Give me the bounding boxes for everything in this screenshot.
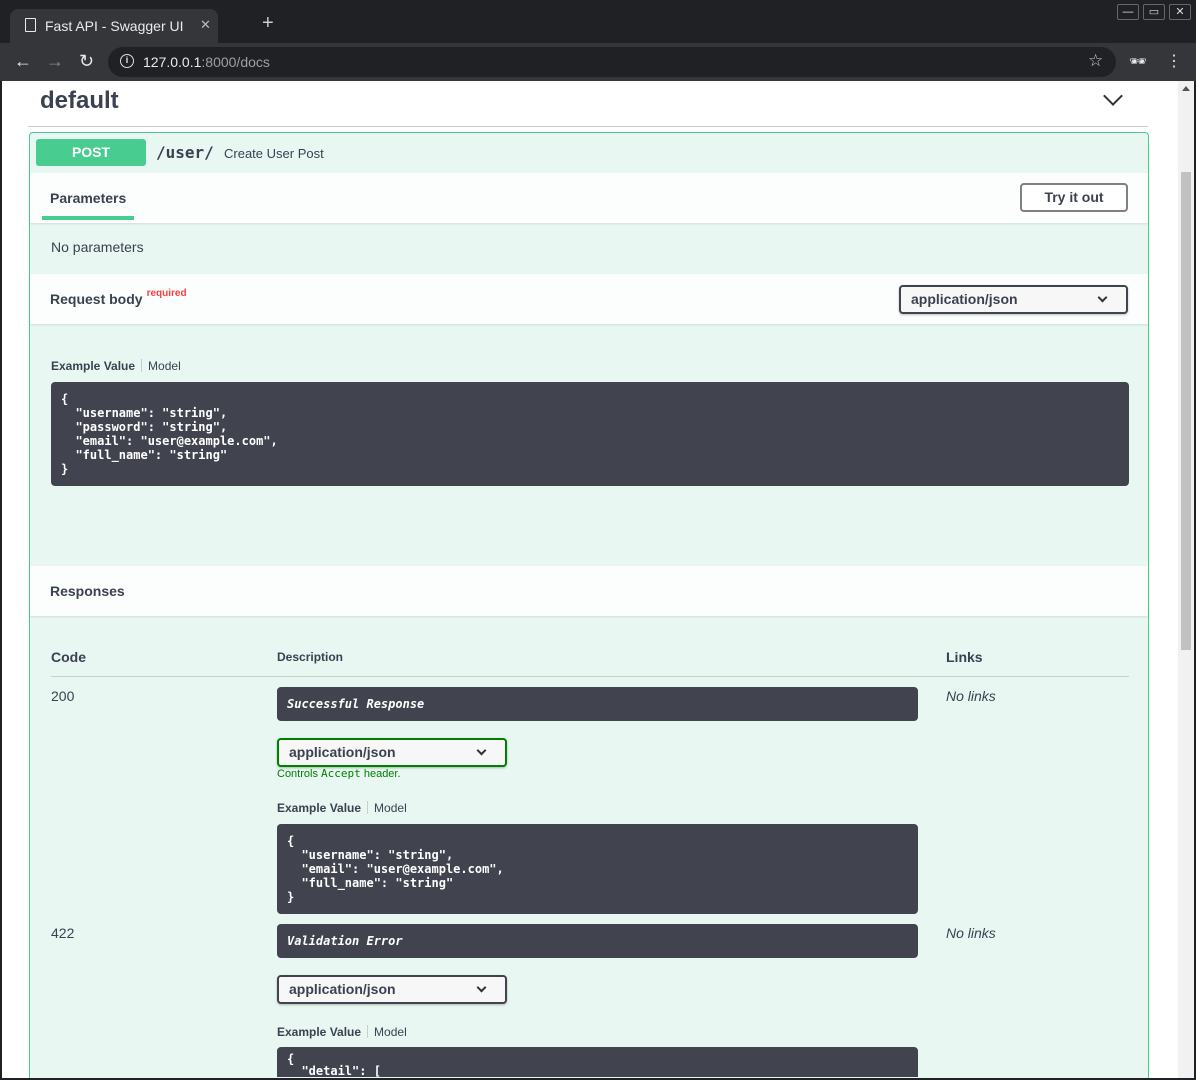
scrollbar[interactable] <box>1178 81 1194 1078</box>
model-tab[interactable]: Model <box>148 359 181 373</box>
response-content-type-select[interactable]: application/json <box>277 738 507 767</box>
scroll-up-icon[interactable] <box>1182 86 1190 91</box>
responses-title: Responses <box>50 583 125 599</box>
new-tab-icon[interactable]: + <box>262 12 274 34</box>
chevron-down-icon <box>476 982 487 993</box>
example-value-tab[interactable]: Example Value <box>277 1025 362 1039</box>
chevron-down-icon <box>476 745 487 756</box>
request-example-code: { "username": "string", "password": "str… <box>51 382 1129 486</box>
url-host: 127.0.0.1 <box>143 54 202 70</box>
back-icon[interactable]: ← <box>14 51 32 71</box>
document-icon <box>25 18 36 32</box>
browser-tab[interactable]: Fast API - Swagger UI ✕ <box>10 9 218 43</box>
select-value: application/json <box>289 981 396 997</box>
request-body-header: Request body required application/json <box>30 274 1148 324</box>
example-model-tabs: Example Value Model <box>277 801 407 815</box>
operation-path[interactable]: /user/ <box>156 143 214 162</box>
tab-parameters-label: Parameters <box>50 190 127 206</box>
maximize-icon[interactable]: ▭ <box>1143 4 1165 20</box>
operation-block: POST /user/ Create User Post Parameters … <box>29 132 1149 1078</box>
browser-toolbar: ← → ↻ i 127.0.0.1:8000/docs ☆ 🕶 ⋮ <box>0 43 1196 81</box>
operation-summary[interactable]: Create User Post <box>224 146 324 161</box>
section-title[interactable]: default <box>40 87 119 114</box>
method-badge[interactable]: POST <box>36 139 146 166</box>
minimize-icon[interactable]: — <box>1117 4 1139 20</box>
model-tab[interactable]: Model <box>374 1025 407 1039</box>
menu-icon[interactable]: ⋮ <box>1166 53 1182 70</box>
url-path: :8000/docs <box>201 54 270 70</box>
model-tab[interactable]: Model <box>374 801 407 815</box>
example-value-tab[interactable]: Example Value <box>51 359 136 373</box>
select-value: application/json <box>911 291 1018 307</box>
response-example-code: { "username": "string", "email": "user@e… <box>277 824 918 914</box>
incognito-icon[interactable]: 🕶 <box>1129 53 1147 69</box>
parameters-header: Parameters Try it out <box>30 173 1148 223</box>
accept-header-note: Controls Accept header. <box>277 767 401 780</box>
page-content: default POST /user/ Create User Post Par… <box>2 81 1194 1078</box>
bookmark-star-icon[interactable]: ☆ <box>1088 51 1104 70</box>
tab-parameters[interactable]: Parameters <box>42 173 134 220</box>
response-example-code: { "detail": [ <box>277 1047 918 1077</box>
request-body-label: Request body <box>50 291 143 307</box>
no-parameters-text: No parameters <box>51 239 144 255</box>
response-description: Validation Error <box>277 924 918 958</box>
address-bar[interactable]: i 127.0.0.1:8000/docs ☆ <box>108 47 1116 77</box>
scrollbar-thumb[interactable] <box>1181 172 1191 650</box>
col-description: Description <box>277 650 344 664</box>
example-value-tab[interactable]: Example Value <box>277 801 362 815</box>
example-model-tabs: Example Value Model <box>277 1025 407 1039</box>
responses-header: Responses <box>30 566 1148 616</box>
required-badge: required <box>146 288 187 299</box>
response-content-type-select[interactable]: application/json <box>277 975 507 1004</box>
response-links: No links <box>946 925 996 941</box>
response-links: No links <box>946 688 996 704</box>
chevron-down-icon[interactable] <box>1103 86 1123 106</box>
forward-icon[interactable]: → <box>46 51 64 71</box>
close-tab-icon[interactable]: ✕ <box>200 17 211 32</box>
chevron-down-icon <box>1097 292 1108 303</box>
example-model-tabs: Example Value Model <box>51 359 181 373</box>
divider <box>51 676 1129 677</box>
response-code: 422 <box>51 925 75 941</box>
site-info-icon[interactable]: i <box>120 54 134 68</box>
browser-titlebar: Fast API - Swagger UI ✕ + — ▭ ✕ <box>0 0 1196 43</box>
tab-title: Fast API - Swagger UI <box>45 18 184 34</box>
select-value: application/json <box>289 744 396 760</box>
divider <box>28 126 1148 127</box>
col-links: Links <box>946 649 983 665</box>
response-description: Successful Response <box>277 687 918 721</box>
reload-icon[interactable]: ↻ <box>79 51 95 71</box>
response-code: 200 <box>51 688 75 704</box>
request-content-type-select[interactable]: application/json <box>899 285 1128 314</box>
url-text[interactable]: 127.0.0.1:8000/docs <box>143 54 270 70</box>
close-window-icon[interactable]: ✕ <box>1169 4 1191 20</box>
try-it-out-button[interactable]: Try it out <box>1020 183 1128 212</box>
col-code: Code <box>51 649 86 665</box>
